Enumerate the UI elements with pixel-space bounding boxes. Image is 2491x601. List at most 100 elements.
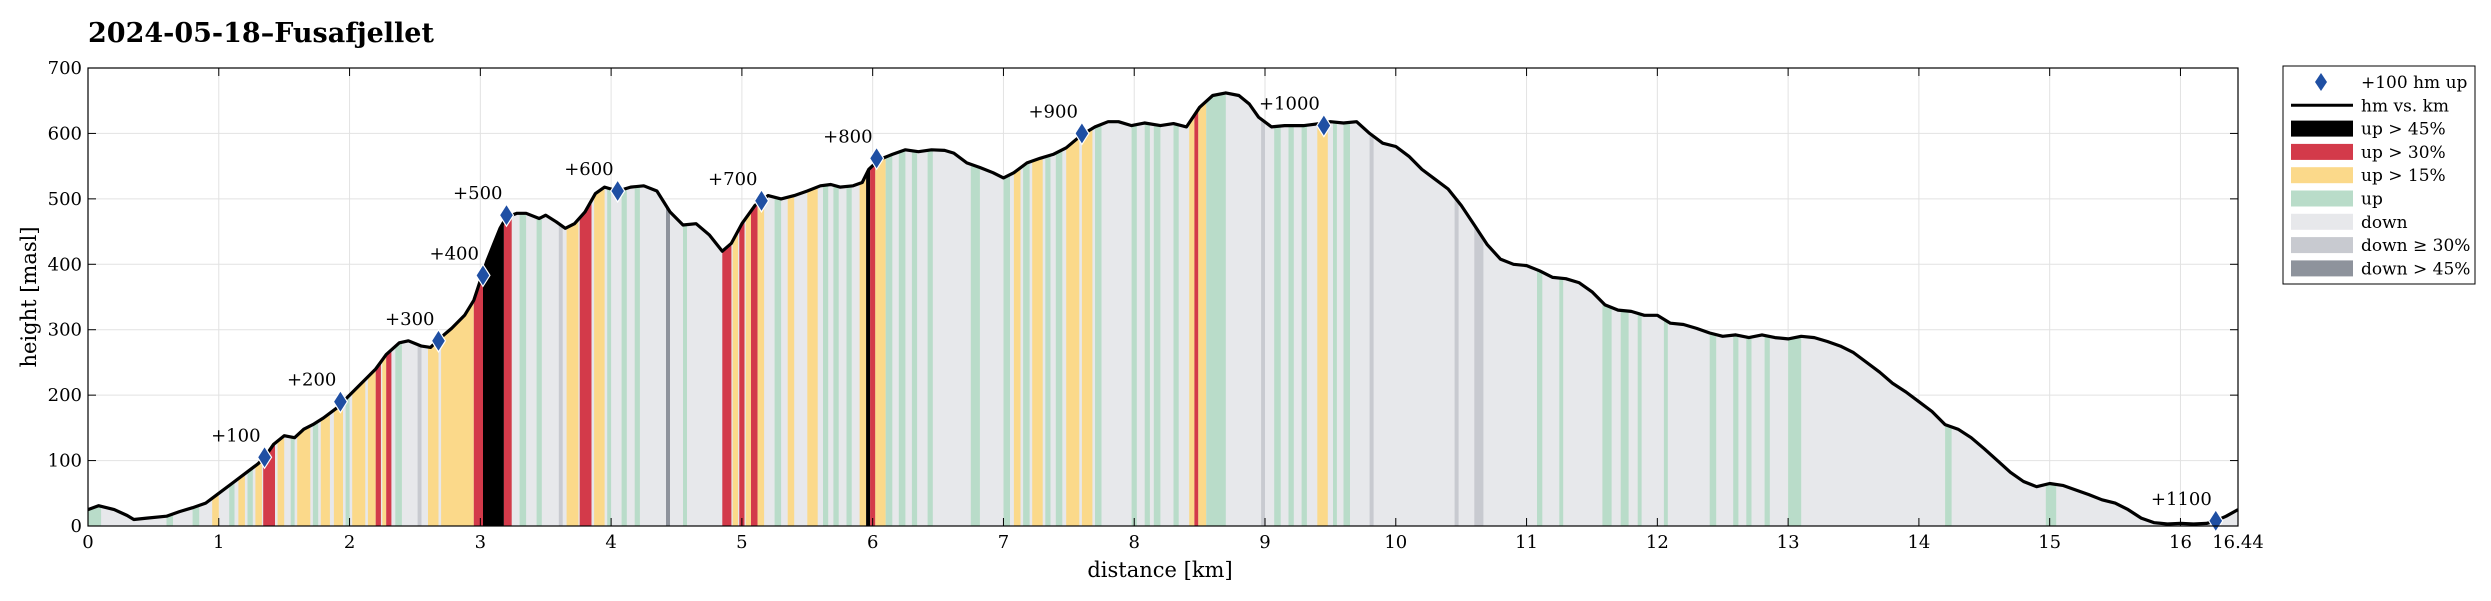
milestone-marker: [868, 146, 885, 171]
profile-line: [87, 91, 2239, 526]
x-tick-label: 9: [1259, 532, 1270, 553]
grade-band-up: [88, 505, 102, 526]
grade-band-up: [621, 188, 627, 527]
grade-band-up15: [1066, 136, 1080, 526]
milestone-marker: [256, 445, 273, 470]
x-tick-label: 12: [1646, 532, 1669, 553]
grade-band-up15: [441, 300, 474, 526]
grade-band-up15: [212, 493, 219, 526]
grade-band-up: [885, 154, 893, 526]
grade-band-up: [846, 185, 852, 526]
grade-band-up: [927, 149, 933, 527]
grade-band-up15: [594, 187, 605, 526]
grade-band-up: [1788, 336, 1802, 526]
x-tick-label: 13: [1777, 532, 1800, 553]
grade-band-up: [1602, 302, 1612, 526]
grade-band-up: [1274, 126, 1281, 526]
grade-band-up15: [757, 198, 765, 526]
grade-band-up: [1764, 335, 1770, 526]
x-tick-label: 14: [1907, 532, 1930, 553]
grade-band-up: [607, 187, 612, 526]
grade-band-up15: [367, 369, 376, 526]
grade-band-up30: [751, 203, 758, 526]
milestone-label: +200: [287, 370, 336, 391]
plot-frame: [87, 67, 2239, 527]
y-tick-label: 400: [48, 254, 82, 275]
grade-band-down30: [1261, 119, 1265, 526]
grade-band-up30: [503, 215, 512, 526]
legend-label: down ≥ 30%: [2361, 236, 2470, 256]
grade-band-up: [192, 505, 200, 526]
milestone-label: +1100: [2151, 489, 2212, 510]
grade-band-up: [290, 436, 295, 526]
grade-band-up: [970, 164, 980, 526]
legend-swatch-up: [2291, 190, 2353, 207]
milestone-label: +400: [429, 243, 478, 264]
grade-band-up15: [1081, 128, 1093, 526]
profile-line-layer: [87, 91, 2239, 526]
legend-swatch-down45: [2291, 260, 2353, 277]
legend-label: up > 15%: [2361, 166, 2446, 186]
grade-band-up: [395, 342, 402, 526]
x-axis-ticks: 0 1 2 3 4 5 6 7 8 9 10 11 12 13 14 15 16 16.44: [82, 68, 2264, 553]
chart-title: 2024-05-18–Fusafjellet: [88, 18, 434, 49]
grade-band-up: [312, 421, 319, 526]
legend-label: up > 45%: [2361, 120, 2446, 140]
milestone-label: +500: [453, 183, 502, 204]
grade-band-up: [1055, 149, 1063, 527]
x-tick-label: 7: [998, 532, 1009, 553]
legend-swatch-up30: [2291, 143, 2353, 160]
x-tick-label: 11: [1515, 532, 1538, 553]
grade-band-up15: [1032, 157, 1043, 526]
grade-band-up: [1733, 334, 1739, 526]
legend-swatch-marker: [2315, 73, 2327, 91]
legend-label: down: [2361, 213, 2408, 233]
grade-band-up: [1537, 269, 1543, 526]
grade-band-up: [1343, 122, 1350, 527]
x-tick-label: 0: [82, 532, 93, 553]
grade-band-up15: [320, 413, 330, 526]
grade-band-up15: [333, 401, 343, 526]
grade-band-down30: [417, 344, 422, 526]
y-tick-label: 0: [71, 516, 82, 537]
grade-band-up15: [238, 473, 245, 526]
x-tick-label-end: 16.44: [2212, 532, 2264, 553]
grade-band-up15: [875, 157, 886, 526]
milestone-marker: [475, 263, 491, 288]
grade-band-up: [229, 481, 235, 526]
grade-band-up: [1333, 121, 1337, 527]
grade-band-up15: [382, 354, 387, 526]
grade-band-up: [1206, 92, 1226, 527]
grade-band-up30: [870, 163, 876, 527]
legend-label: down > 45%: [2361, 259, 2470, 279]
y-axis-label: height [masl]: [17, 226, 41, 367]
grade-band-up30: [386, 349, 392, 526]
x-tick-label: 6: [867, 532, 878, 553]
x-tick-label: 1: [213, 532, 224, 553]
grade-band-up30: [473, 272, 483, 526]
grade-band-up: [634, 186, 640, 526]
grade-band-up15: [859, 174, 867, 526]
legend-swatch-down30: [2291, 237, 2353, 254]
legend-swatch-up45: [2291, 120, 2353, 137]
grade-band-up: [1144, 123, 1150, 526]
grade-band-up15: [1189, 115, 1195, 526]
grade-band-up: [1301, 125, 1307, 527]
x-axis-label: distance [km]: [1087, 558, 1232, 582]
milestone-marker: [430, 328, 447, 353]
grade-band-up: [1153, 124, 1161, 526]
y-tick-label: 600: [48, 123, 82, 144]
grade-band-down30: [1369, 133, 1374, 526]
grade-band-up: [536, 217, 542, 526]
grade-band-up: [1663, 319, 1668, 526]
y-tick-label: 300: [48, 320, 82, 341]
milestone-marker: [332, 389, 349, 414]
grade-band-up: [345, 395, 350, 526]
grade-band-up: [898, 149, 906, 527]
grade-band-up15: [745, 210, 751, 526]
x-tick-label: 10: [1384, 532, 1407, 553]
grade-band-up45: [866, 168, 871, 526]
legend-swatch-down: [2291, 213, 2353, 230]
milestone-label: +600: [564, 159, 613, 180]
